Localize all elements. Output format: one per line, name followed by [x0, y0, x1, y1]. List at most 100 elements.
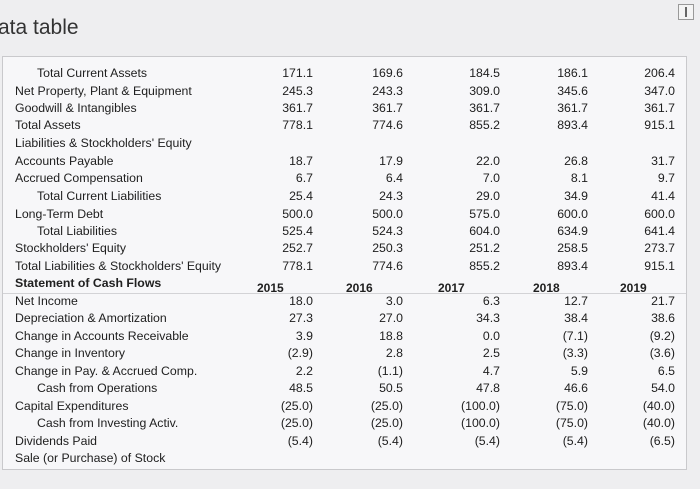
row-label: Cash from Operations	[37, 381, 158, 395]
row-label: Statement of Cash Flows	[15, 276, 162, 290]
table-cell: 48.5	[289, 381, 313, 395]
table-cell: 345.6	[557, 84, 588, 98]
table-cell: (3.6)	[649, 346, 675, 360]
table-cell: 774.6	[372, 118, 403, 132]
table-cell: 2.8	[385, 346, 403, 360]
table-cell: 361.7	[469, 101, 500, 115]
table-cell: 18.8	[379, 329, 403, 343]
row-label: Net Income	[15, 294, 78, 308]
table-cell: 47.8	[476, 381, 500, 395]
table-cell: 600.0	[644, 207, 675, 221]
table-cell: 525.4	[282, 224, 313, 238]
table-cell: 604.0	[469, 224, 500, 238]
year-header: 2015	[257, 281, 284, 295]
table-cell: (3.3)	[562, 346, 588, 360]
table-cell: 0.0	[482, 329, 500, 343]
table-cell: 169.6	[372, 66, 403, 80]
table-cell: 500.0	[372, 207, 403, 221]
table-cell: 855.2	[469, 118, 500, 132]
table-cell: 18.7	[289, 154, 313, 168]
row-label: Change in Inventory	[15, 346, 126, 360]
table-cell: 778.1	[282, 259, 313, 273]
table-cell: 6.4	[385, 171, 403, 185]
table-cell: 893.4	[557, 118, 588, 132]
table-cell: 245.3	[282, 84, 313, 98]
table-cell: 641.4	[644, 224, 675, 238]
table-cell: (100.0)	[461, 399, 500, 413]
row-label: Dividends Paid	[15, 434, 98, 448]
table-cell: 31.7	[651, 154, 675, 168]
table-cell: 575.0	[469, 207, 500, 221]
table-cell: 250.3	[372, 241, 403, 255]
table-cell: 17.9	[379, 154, 403, 168]
row-label: Depreciation & Amortization	[15, 311, 167, 325]
table-cell: 7.0	[482, 171, 500, 185]
year-header: 2017	[438, 281, 465, 295]
divider	[3, 293, 686, 294]
table-cell: 29.0	[476, 189, 500, 203]
table-cell: 361.7	[282, 101, 313, 115]
table-cell: 258.5	[557, 241, 588, 255]
table-cell: 600.0	[557, 207, 588, 221]
table-cell: (5.4)	[287, 434, 313, 448]
table-cell: 6.5	[657, 364, 675, 378]
table-cell: 18.0	[289, 294, 313, 308]
table-cell: 855.2	[469, 259, 500, 273]
table-cell: 27.3	[289, 311, 313, 325]
table-cell: 50.5	[379, 381, 403, 395]
row-label: Accounts Payable	[15, 154, 114, 168]
row-label: Stockholders' Equity	[15, 241, 127, 255]
table-cell: (40.0)	[642, 416, 675, 430]
table-cell: 41.4	[651, 189, 675, 203]
row-label: Change in Pay. & Accrued Comp.	[15, 364, 198, 378]
table-cell: (25.0)	[280, 416, 313, 430]
page-title: ata table	[0, 16, 79, 39]
table-cell: 500.0	[282, 207, 313, 221]
table-cell: 3.0	[385, 294, 403, 308]
table-cell: 5.9	[570, 364, 588, 378]
row-label: Net Property, Plant & Equipment	[15, 84, 192, 98]
table-cell: 12.7	[564, 294, 588, 308]
row-label: Total Current Liabilities	[37, 189, 162, 203]
row-label: Total Current Assets	[37, 66, 148, 80]
table-cell: (40.0)	[642, 399, 675, 413]
year-header: 2016	[346, 281, 373, 295]
row-label: Accrued Compensation	[15, 171, 143, 185]
table-cell: 915.1	[644, 118, 675, 132]
table-cell: 273.7	[644, 241, 675, 255]
year-header: 2019	[620, 281, 647, 295]
table-cell: 186.1	[557, 66, 588, 80]
table-cell: (5.4)	[474, 434, 500, 448]
table-cell: 25.4	[289, 189, 313, 203]
year-header: 2018	[533, 281, 560, 295]
table-cell: (5.4)	[377, 434, 403, 448]
table-cell: 2.2	[295, 364, 313, 378]
row-label: Change in Accounts Receivable	[15, 329, 189, 343]
table-cell: (2.9)	[287, 346, 313, 360]
table-cell: (25.0)	[370, 399, 403, 413]
data-table: Total Current Assets 171.1 169.6 184.5 186.1…	[2, 56, 687, 470]
table-cell: (25.0)	[280, 399, 313, 413]
window-control-icon[interactable]	[678, 4, 694, 20]
row-label: Total Liabilities & Stockholders' Equity	[15, 259, 222, 273]
table-cell: 27.0	[379, 311, 403, 325]
row-label: Cash from Investing Activ.	[37, 416, 179, 430]
row-label: Liabilities & Stockholders' Equity	[15, 136, 192, 150]
table-cell: 21.7	[651, 294, 675, 308]
table-cell: 38.6	[651, 311, 675, 325]
table-cell: 26.8	[564, 154, 588, 168]
row-label: Goodwill & Intangibles	[15, 101, 137, 115]
table-cell: 361.7	[557, 101, 588, 115]
table-cell: 54.0	[651, 381, 675, 395]
table-cell: 243.3	[372, 84, 403, 98]
table-cell: 6.3	[482, 294, 500, 308]
row-label: Capital Expenditures	[15, 399, 129, 413]
row-label: Total Liabilities	[37, 224, 117, 238]
table-cell: 893.4	[557, 259, 588, 273]
table-cell: 9.7	[657, 171, 675, 185]
table-cell: (6.5)	[649, 434, 675, 448]
table-cell: 634.9	[557, 224, 588, 238]
table-cell: (1.1)	[377, 364, 403, 378]
table-cell: 24.3	[379, 189, 403, 203]
table-cell: 206.4	[644, 66, 675, 80]
